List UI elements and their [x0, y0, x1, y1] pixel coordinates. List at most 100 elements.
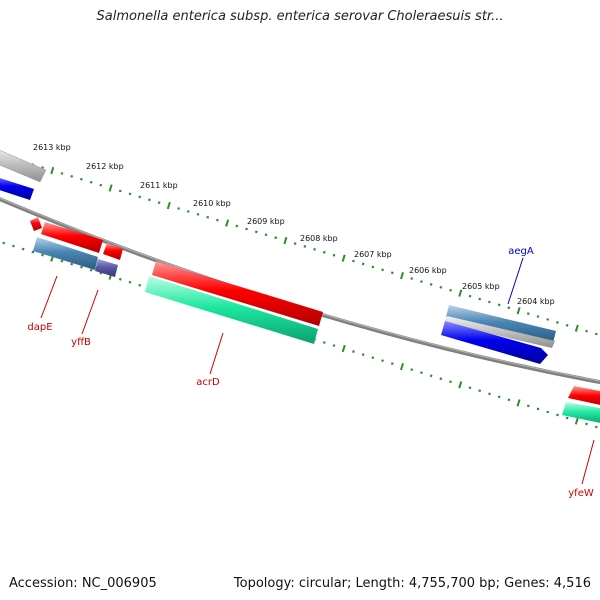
minor-tick	[361, 353, 365, 357]
minor-tick	[216, 218, 219, 222]
gene-labels: dapE yffB acrD aegA yfeW	[27, 246, 593, 499]
minor-tick	[410, 368, 414, 372]
cds-arrow[interactable]	[145, 276, 318, 344]
cds-arrow[interactable]	[444, 316, 555, 348]
minor-tick	[371, 265, 375, 269]
minor-tick	[585, 329, 588, 333]
map-title: Salmonella enterica subsp. enterica sero…	[96, 9, 504, 24]
minor-tick	[12, 244, 15, 248]
minor-tick	[546, 410, 550, 414]
minor-tick	[488, 392, 491, 396]
minor-tick	[196, 212, 200, 216]
major-tick	[574, 324, 579, 332]
minor-tick	[70, 174, 74, 178]
minor-tick	[245, 227, 248, 231]
minor-tick	[429, 374, 433, 378]
minor-tick	[420, 371, 423, 375]
minor-tick	[594, 425, 598, 429]
minor-tick	[322, 341, 326, 344]
minor-tick	[89, 268, 93, 272]
minor-tick	[89, 180, 93, 184]
gene-label-acrd[interactable]: acrD	[196, 377, 220, 388]
feature-layer	[0, 146, 600, 425]
accession-text: Accession: NC_006905	[9, 576, 157, 591]
cds-arrow[interactable]	[152, 261, 323, 326]
major-tick	[108, 184, 113, 192]
scale-label: 2613 kbp	[33, 143, 71, 152]
gene-label-aega[interactable]: aegA	[508, 246, 534, 257]
minor-tick	[274, 236, 278, 240]
minor-tick	[148, 198, 151, 202]
minor-tick	[526, 404, 530, 408]
cds-arrow[interactable]	[103, 243, 123, 260]
cds-arrow[interactable]	[0, 146, 47, 183]
minor-tick	[157, 201, 161, 205]
minor-tick	[371, 356, 375, 360]
minor-tick	[497, 395, 501, 399]
cds-arrow[interactable]	[446, 305, 556, 343]
major-tick	[458, 289, 463, 297]
cds-arrow[interactable]	[562, 402, 600, 425]
cds-arrow[interactable]	[568, 386, 600, 407]
minor-tick	[536, 315, 540, 318]
minor-tick	[352, 259, 355, 263]
cds-arrow[interactable]	[95, 259, 118, 277]
scale-label: 2604 kbp	[517, 297, 555, 306]
major-tick	[400, 363, 404, 371]
minor-tick	[206, 215, 210, 219]
minor-tick	[235, 224, 239, 228]
cds-arrow[interactable]	[0, 175, 34, 200]
minor-tick	[507, 306, 511, 310]
minor-tick	[118, 189, 122, 193]
minor-tick	[381, 268, 384, 272]
minor-tick	[390, 271, 394, 275]
major-tick	[50, 166, 55, 175]
minor-tick	[468, 386, 472, 390]
minor-tick	[546, 318, 550, 321]
minor-tick	[118, 277, 122, 281]
topology-text: Topology: circular; Length: 4,755,700 bp…	[233, 576, 591, 591]
scale-label: 2609 kbp	[247, 217, 285, 226]
minor-tick	[313, 247, 316, 251]
cds-arrow[interactable]	[33, 237, 98, 270]
minor-tick	[70, 262, 74, 266]
minor-tick	[478, 389, 482, 393]
minor-tick	[390, 362, 394, 366]
minor-tick	[99, 183, 103, 187]
minor-tick	[526, 312, 530, 316]
minor-tick	[556, 321, 559, 324]
minor-tick	[138, 195, 142, 199]
scale-label: 2606 kbp	[409, 266, 447, 275]
minor-tick	[439, 377, 443, 381]
minor-tick	[410, 277, 414, 280]
minor-tick	[478, 297, 482, 301]
major-tick	[516, 399, 521, 407]
scale-label: 2605 kbp	[462, 282, 500, 291]
minor-tick	[468, 294, 472, 298]
gene-label-yfew[interactable]: yfeW	[568, 488, 594, 499]
minor-tick	[322, 250, 326, 254]
cds-arrow[interactable]	[441, 321, 548, 364]
cds-arrow[interactable]	[41, 222, 103, 253]
minor-tick	[332, 344, 336, 347]
major-tick	[516, 307, 521, 315]
minor-tick	[128, 280, 132, 284]
scale-label: 2607 kbp	[354, 250, 392, 259]
minor-tick	[293, 242, 297, 245]
gene-label-yffb[interactable]: yffB	[71, 337, 91, 348]
cds-arrow[interactable]	[30, 217, 42, 231]
minor-tick	[60, 172, 64, 175]
minor-tick	[449, 288, 452, 292]
minor-tick	[429, 283, 433, 286]
minor-tick	[585, 422, 588, 426]
minor-tick	[21, 247, 25, 251]
gene-label-dape[interactable]: dapE	[27, 322, 52, 333]
minor-tick	[536, 407, 540, 411]
major-tick	[400, 272, 404, 280]
minor-tick	[449, 380, 452, 384]
scale-label: 2608 kbp	[300, 234, 338, 243]
minor-tick	[186, 210, 190, 213]
minor-tick	[497, 303, 501, 307]
genome-backbone	[0, 197, 600, 385]
major-tick	[283, 237, 288, 245]
